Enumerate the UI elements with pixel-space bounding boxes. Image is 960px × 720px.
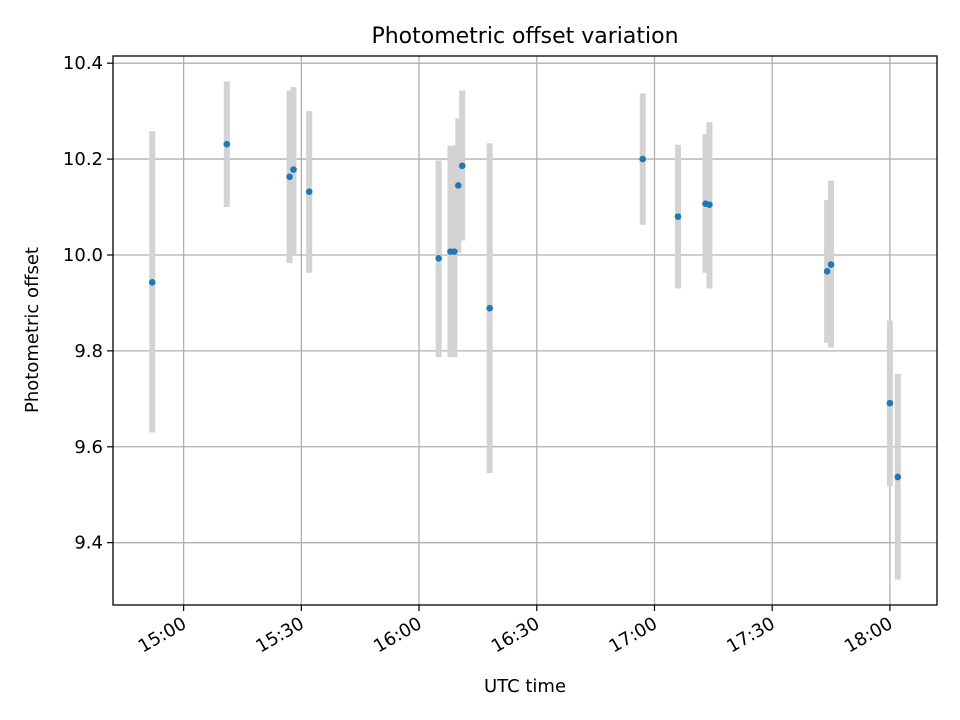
grid-layer bbox=[113, 56, 937, 605]
y-tick-label: 9.6 bbox=[74, 437, 103, 458]
y-tick-label: 10.4 bbox=[63, 53, 103, 74]
data-point bbox=[486, 304, 493, 312]
point-layer bbox=[148, 140, 902, 481]
y-axis-title: Photometric offset bbox=[22, 247, 43, 413]
x-axis-title: UTC time bbox=[484, 676, 566, 697]
y-tick-label: 9.4 bbox=[74, 533, 103, 554]
data-point bbox=[639, 155, 647, 163]
data-point bbox=[823, 267, 831, 275]
data-point bbox=[894, 473, 902, 481]
data-point bbox=[435, 255, 442, 262]
data-point bbox=[454, 182, 462, 189]
data-point bbox=[286, 173, 293, 181]
y-tick-label: 10.0 bbox=[63, 245, 103, 266]
plot-frame bbox=[112, 55, 938, 606]
data-point bbox=[674, 213, 682, 220]
y-tick-label: 10.2 bbox=[63, 149, 103, 170]
data-point bbox=[706, 201, 713, 208]
data-point bbox=[305, 188, 313, 195]
data-point bbox=[451, 248, 458, 255]
data-point bbox=[827, 261, 835, 268]
data-point bbox=[223, 140, 231, 148]
data-point bbox=[458, 162, 466, 170]
chart-title: Photometric offset variation bbox=[371, 24, 678, 49]
data-point bbox=[886, 399, 894, 407]
data-point bbox=[290, 166, 297, 173]
y-tick-label: 9.8 bbox=[74, 341, 103, 362]
data-point bbox=[148, 279, 156, 286]
y-axis: 9.4 9.6 9.8 10.0 10.2 10.4 bbox=[63, 53, 113, 554]
